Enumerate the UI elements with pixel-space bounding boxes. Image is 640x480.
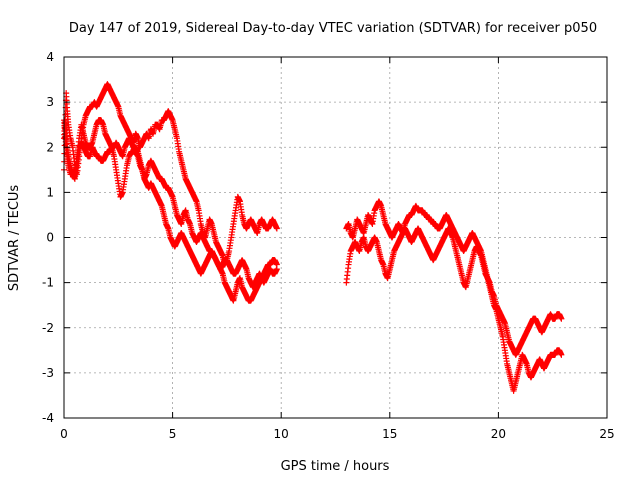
axis-ticks: 0 5 10 15 20 25 -4 -3 -2 -1 0 1 2 3 4	[42, 50, 615, 441]
x-tick-label: 20	[491, 427, 506, 441]
data-point	[273, 266, 280, 273]
y-tick-label: 0	[46, 231, 54, 245]
data-point	[558, 315, 565, 322]
y-tick-label: 1	[46, 185, 54, 199]
data-point	[273, 225, 280, 232]
y-tick-label: -2	[42, 321, 54, 335]
y-tick-label: -4	[42, 411, 54, 425]
y-tick-label: 4	[46, 50, 54, 64]
y-tick-label: -3	[42, 366, 54, 380]
x-tick-label: 0	[60, 427, 68, 441]
x-tick-label: 5	[169, 427, 177, 441]
grid	[64, 57, 607, 418]
data-points	[61, 81, 565, 394]
x-tick-label: 15	[382, 427, 397, 441]
y-tick-label: -1	[42, 276, 54, 290]
y-tick-label: 3	[46, 95, 54, 109]
y-tick-label: 2	[46, 140, 54, 154]
chart-title: Day 147 of 2019, Sidereal Day-to-day VTE…	[69, 21, 597, 36]
y-axis-label: SDTVAR / TECUs	[7, 185, 22, 292]
x-axis-label: GPS time / hours	[281, 459, 390, 474]
data-point	[558, 351, 565, 358]
x-tick-label: 25	[599, 427, 614, 441]
x-tick-label: 10	[274, 427, 289, 441]
